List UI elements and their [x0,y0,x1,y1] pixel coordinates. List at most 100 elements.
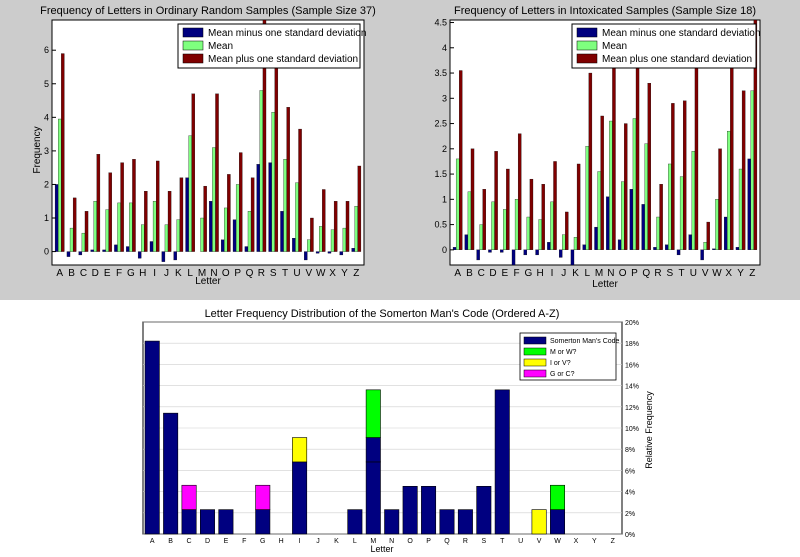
bar-T-series-0 [494,389,510,535]
bar-N-series-0 [384,509,400,535]
bar-R-series-2 [659,184,663,250]
bar-Z-series-1 [354,206,358,252]
x-axis-label: Letter [592,279,618,290]
bar-E-series-2 [506,168,510,250]
bar-D-series-0 [199,509,215,535]
bar-M-series-0 [365,437,381,463]
bar-W-series-2 [322,189,326,252]
bar-Z-series-2 [753,19,758,250]
y-tick-layer: 0% 2% 4% 6% 8% 10% 12% 14% 16% 18% 20% [625,320,639,539]
bar-Q-series-2 [250,177,255,252]
y-tick-label: 0.5 [434,220,447,230]
bar-J-series-1 [562,234,566,250]
legend-label: Mean minus one standard deviation [602,28,760,39]
bar-D-series-0 [90,249,94,252]
bar-Q-series-0 [641,204,645,250]
x-axis-label: Letter [195,276,221,287]
bar-N-series-0 [606,196,610,250]
bar-E-series-0 [500,249,504,253]
x-tick-label: M [370,538,376,545]
x-tick-label: H [279,538,284,545]
x-tick-label: V [537,538,542,545]
bar-K-series-2 [576,163,581,250]
y-tick-label: 18% [625,341,639,348]
x-tick-label: T [500,538,505,545]
x-tick-label: N [607,268,614,279]
bar-C-series-3 [181,484,197,510]
bar-N-series-1 [212,147,216,252]
bar-W-series-0 [550,509,566,535]
bar-P-series-2 [635,42,640,250]
y-tick-label: 1 [442,194,447,204]
bar-L-series-1 [188,135,192,252]
x-tick-label: Q [444,538,450,545]
bar-K-series-1 [176,219,181,252]
y-tick-label: 16% [625,362,639,369]
x-tick-label: S [481,538,486,545]
bar-G-series-1 [526,216,531,250]
bar-R-series-1 [656,216,660,250]
bar-I-series-0 [149,241,154,252]
bar-W-series-1 [550,484,566,510]
bar-R-series-0 [256,164,260,252]
bar-C-series-0 [476,249,480,261]
bar-L-series-0 [582,244,586,250]
x-tick-label: Y [737,268,744,279]
bar-B-series-1 [467,191,472,250]
x-tick-label: G [127,268,135,279]
bar-J-series-0 [558,249,563,258]
legend-swatch [576,53,598,64]
y-tick-label: 3.5 [434,68,447,78]
bar-E-series-0 [218,509,234,535]
bar-M-series-2 [203,185,207,252]
x-tick-label: W [712,268,722,279]
y-tick-label: 20% [625,320,639,327]
bar-S-series-2 [671,103,675,250]
y-tick-label: 14% [625,384,639,391]
y-tick-layer: 0 1 2 3 4 5 6 [44,45,56,257]
bar-Y-series-0 [735,247,740,250]
bar-L-series-0 [347,509,363,535]
x-tick-label: Y [592,538,597,545]
bar-I-series-2 [292,437,308,463]
legend-swatch [523,336,547,345]
bar-R-series-2 [262,19,267,252]
bar-H-series-0 [137,251,142,259]
bar-P-series-1 [235,184,240,252]
y-tick-label: 2.5 [434,119,447,129]
x-tick-label: Z [749,268,755,279]
bar-D-series-0 [488,249,492,253]
x-tick-label: W [554,538,561,545]
legend-box [571,23,757,69]
legend-swatch [523,358,547,367]
bar-V-series-1 [703,242,707,250]
x-tick-label: X [574,538,579,545]
bar-W-series-1 [715,199,719,250]
bar-M-series-1 [597,171,601,250]
bar-P-series-0 [629,189,634,250]
bar-O-series-2 [227,174,231,252]
x-tick-label: C [80,268,87,279]
bar-V-series-2 [310,217,314,252]
y-tick-label: 0 [442,245,447,255]
bar-C-series-1 [479,224,483,250]
bar-B-series-2 [470,148,475,250]
x-tick-label: S [666,268,673,279]
legend-label: Somerton Man's Code [550,338,620,345]
x-tick-label: Q [642,268,650,279]
x-tick-label: R [463,538,468,545]
bar-H-series-2 [144,191,148,252]
bar-G-series-0 [255,509,271,535]
x-tick-label: R [258,268,265,279]
bar-F-series-2 [120,162,124,252]
legend-swatch [182,40,204,51]
bar-S-series-0 [268,162,272,252]
y-axis-label: Relative Frequency [644,391,654,469]
y-tick-label: 1 [44,213,49,223]
bar-layer [54,19,362,262]
x-tick-label: O [407,538,413,545]
x-tick-label: F [116,268,122,279]
x-tick-label: K [572,268,579,279]
x-tick-label: Z [353,268,359,279]
